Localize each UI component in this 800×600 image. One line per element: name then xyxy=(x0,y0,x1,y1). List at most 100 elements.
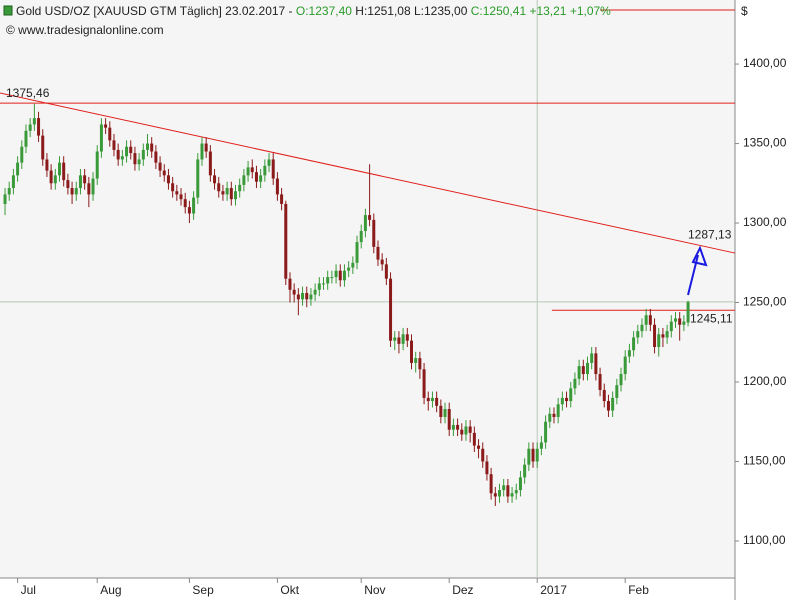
candle-body xyxy=(376,246,380,260)
quote-close: C:1250,41 +13,21 +1,07% xyxy=(471,4,611,18)
candle-body xyxy=(468,426,472,433)
candle-body xyxy=(24,130,28,147)
candle-body xyxy=(234,191,238,200)
candle-body xyxy=(108,127,112,141)
candle-body xyxy=(120,156,124,160)
candle-body xyxy=(481,448,485,462)
x-tick-label: Jul xyxy=(21,583,36,597)
candle-body xyxy=(91,178,95,195)
x-tick-label: Sep xyxy=(192,583,214,597)
candle-body xyxy=(485,461,489,475)
candle-body xyxy=(414,358,418,363)
candle-body xyxy=(514,490,518,494)
candle-body xyxy=(640,324,644,332)
candle-body xyxy=(506,485,510,497)
candle-body xyxy=(535,448,539,462)
candle-body xyxy=(623,356,627,375)
candle-body xyxy=(313,289,317,295)
candle-body xyxy=(602,389,606,402)
candle-body xyxy=(552,413,556,417)
candle-body xyxy=(678,318,682,325)
candle-body xyxy=(32,118,36,125)
candle-body xyxy=(83,175,87,184)
candle-body xyxy=(326,277,330,284)
candle-body xyxy=(70,188,74,195)
candle-body xyxy=(112,140,116,150)
candle-body xyxy=(284,203,288,279)
candle-body xyxy=(372,219,376,247)
candle-body xyxy=(590,353,594,363)
quote-open: O:1237,40 xyxy=(296,4,352,18)
candle-body xyxy=(393,337,397,341)
candle-body xyxy=(539,442,543,449)
candle-body xyxy=(53,175,57,184)
x-tick-label: Dez xyxy=(452,583,473,597)
candle-body xyxy=(288,278,292,290)
candle-body xyxy=(405,334,409,341)
candle-body xyxy=(309,294,313,300)
y-tick-label: 1400,00 xyxy=(743,56,787,70)
y-tick-label: 1200,00 xyxy=(743,374,787,388)
candle-body xyxy=(477,445,481,449)
x-tick-label: Aug xyxy=(100,583,121,597)
currency: $ xyxy=(741,4,748,18)
y-tick-label: 1300,00 xyxy=(743,215,787,229)
candle-body xyxy=(20,146,24,163)
candle-body xyxy=(565,397,569,402)
candle-body xyxy=(208,151,212,176)
candle-body xyxy=(648,315,652,325)
legend-icon xyxy=(3,5,13,16)
candle-body xyxy=(179,194,183,200)
candle-body xyxy=(397,337,401,344)
candle-body xyxy=(669,321,673,332)
candle-body xyxy=(196,159,200,198)
candle-body xyxy=(187,207,191,214)
candle-body xyxy=(166,175,170,184)
candle-body xyxy=(28,124,32,131)
candle-body xyxy=(254,172,258,182)
candle-body xyxy=(380,259,384,265)
candle-body xyxy=(171,183,175,192)
candle-body xyxy=(418,358,422,370)
candle-body xyxy=(204,143,208,152)
candle-body xyxy=(338,270,342,281)
candle-body xyxy=(389,278,393,341)
candle-body xyxy=(422,369,426,398)
candle-body xyxy=(497,490,501,497)
chart-title: Gold USD/OZ [XAUUSD GTM Täglich] 23.02.2… xyxy=(16,4,293,18)
candle-body xyxy=(682,321,686,325)
candle-body xyxy=(464,426,468,435)
candle-body xyxy=(104,124,108,128)
candle-body xyxy=(644,315,648,325)
marks xyxy=(0,0,736,578)
y-tick-label: 1150,00 xyxy=(743,454,786,468)
candle-body xyxy=(246,167,250,176)
candle-body xyxy=(439,405,443,417)
candle-body xyxy=(569,388,573,402)
candle-body xyxy=(229,188,233,200)
candle-body xyxy=(384,264,388,279)
candle-body xyxy=(665,331,669,338)
candle-body xyxy=(271,159,275,179)
candle-body xyxy=(263,165,267,176)
candle-body xyxy=(347,267,351,271)
candle-body xyxy=(502,485,506,491)
candle-body xyxy=(11,175,15,189)
candle-body xyxy=(16,162,20,176)
trendline xyxy=(0,92,736,254)
candle-body xyxy=(489,474,493,494)
candle-body xyxy=(409,340,413,363)
candle-body xyxy=(250,167,254,173)
x-tick-label: 2017 xyxy=(540,583,567,597)
candle-body xyxy=(296,294,300,300)
level-label: 1245,11 xyxy=(690,311,733,325)
candle-body xyxy=(37,118,41,136)
candle-body xyxy=(192,197,196,214)
x-tick-label: Nov xyxy=(364,583,385,597)
candle-body xyxy=(636,331,640,338)
candle-body xyxy=(355,242,359,263)
candle-body xyxy=(363,215,367,231)
candle-body xyxy=(460,429,464,435)
candle-body xyxy=(531,448,535,462)
candle-body xyxy=(292,289,296,295)
